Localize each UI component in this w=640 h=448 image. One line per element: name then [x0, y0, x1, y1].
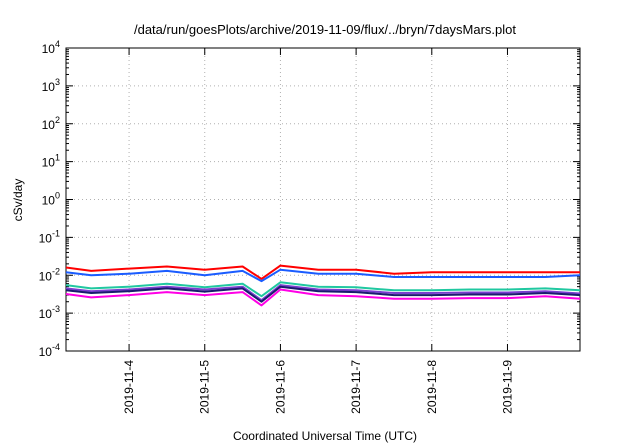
y-tick-label: 10-4 — [39, 342, 60, 359]
series-line-3 — [65, 281, 581, 298]
y-tick-label: 10-1 — [39, 228, 60, 245]
x-tick-label: 2019-11-7 — [349, 360, 363, 414]
x-tick-label: 2019-11-9 — [500, 360, 514, 414]
y-axis-label: cSv/day — [11, 179, 25, 222]
x-tick-label: 2019-11-4 — [122, 360, 136, 414]
series-line-5 — [65, 285, 581, 303]
y-tick-label: 100 — [42, 191, 60, 208]
grid — [66, 48, 580, 351]
y-tick-label: 103 — [42, 77, 60, 94]
x-tick-label: 2019-11-8 — [425, 360, 439, 414]
x-tick-label: 2019-11-6 — [273, 360, 287, 414]
chart-title: /data/run/goesPlots/archive/2019-11-09/f… — [134, 22, 516, 37]
x-tick-label: 2019-11-5 — [198, 360, 212, 414]
series-line-4 — [65, 284, 581, 302]
y-tick-label: 101 — [42, 153, 60, 170]
y-tick-label: 104 — [42, 39, 60, 56]
y-tick-label: 102 — [42, 115, 60, 132]
x-axis: 2019-11-4 2019-11-5 2019-11-6 2019-11-7 2019… — [122, 48, 514, 414]
x-axis-label: Coordinated Universal Time (UTC) — [233, 429, 417, 443]
y-tick-label: 10-2 — [39, 266, 60, 283]
series-line-6 — [65, 288, 581, 307]
series-line-2 — [65, 268, 581, 283]
series-line-1 — [65, 264, 580, 280]
y-axis: 10-4 10-3 10-2 10-1 100 101 102 103 104 — [39, 39, 580, 359]
y-tick-label: 10-3 — [39, 304, 60, 321]
series-group — [65, 264, 581, 307]
